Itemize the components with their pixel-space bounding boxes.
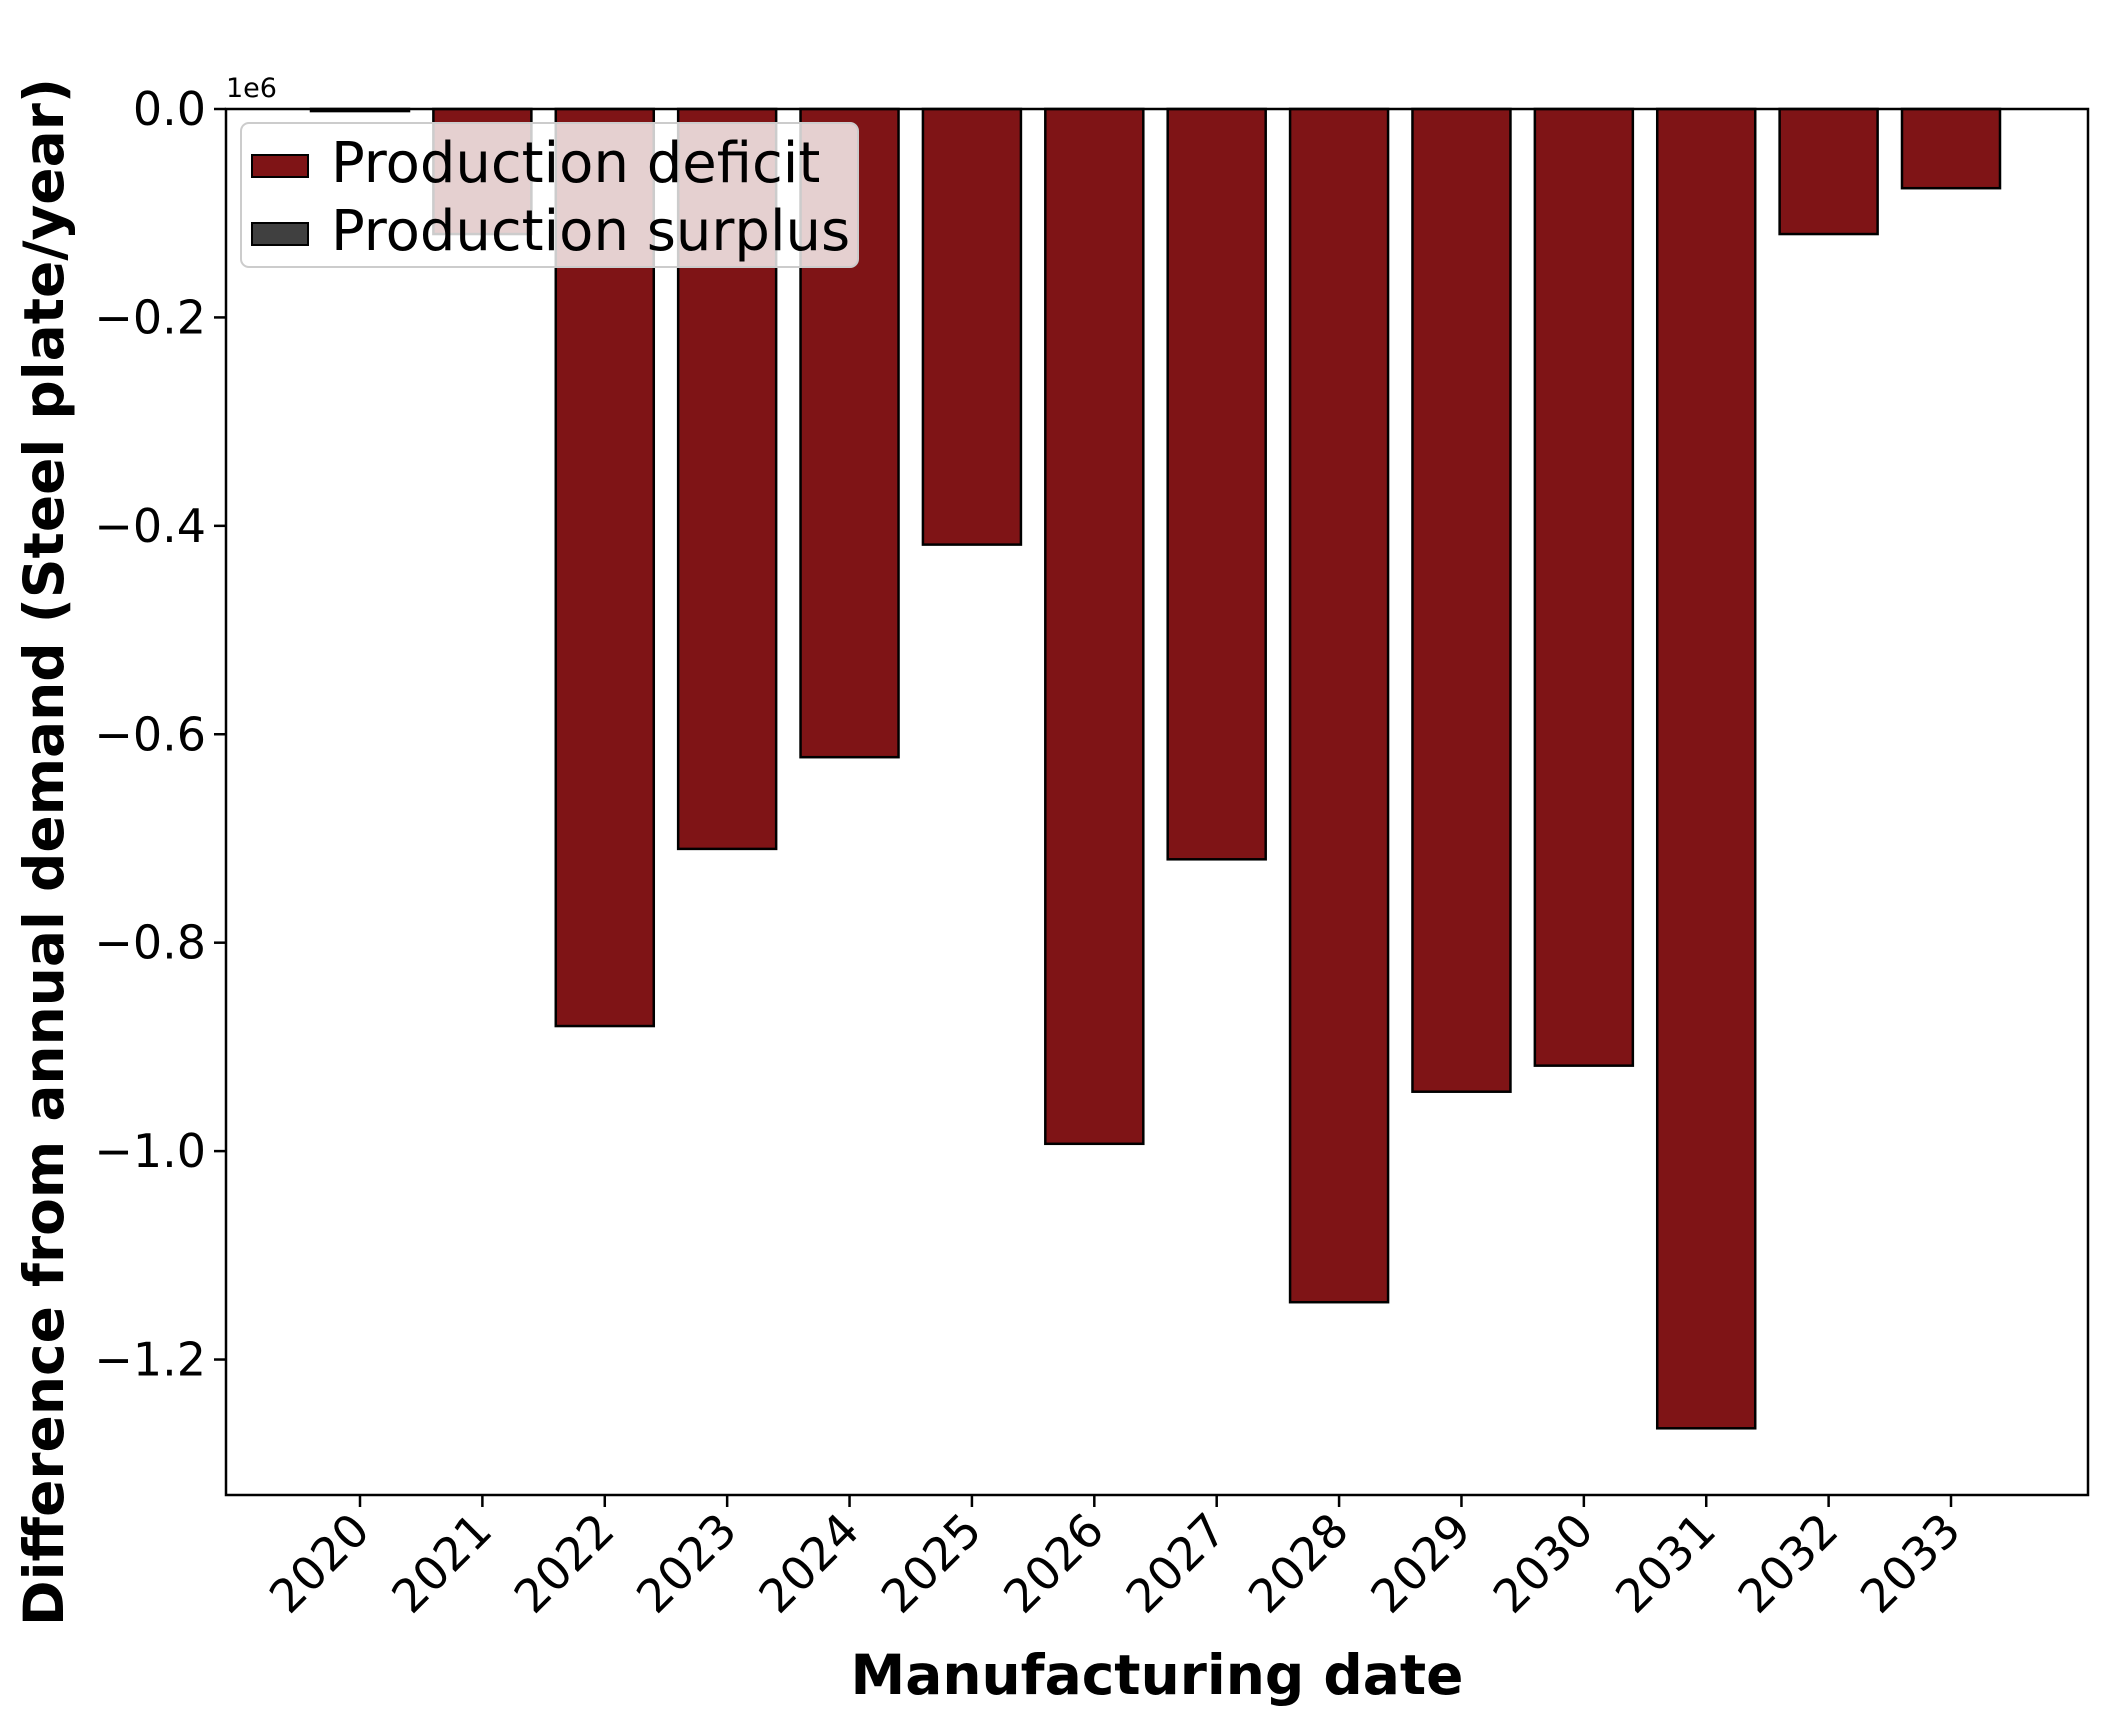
x-tick-label: 2023: [626, 1503, 747, 1624]
x-tick-label: 2033: [1850, 1503, 1971, 1624]
y-tick-label: −0.2: [94, 290, 206, 344]
x-tick-label: 2020: [259, 1503, 380, 1624]
x-tick-label: 2024: [748, 1503, 869, 1624]
y-tick-label: 0.0: [133, 82, 206, 136]
x-axis-title: Manufacturing date: [851, 1643, 1464, 1707]
x-tick-label: 2028: [1238, 1503, 1359, 1624]
legend-swatch-deficit: [251, 154, 309, 178]
y-axis-title: Difference from annual demand (Steel pla…: [12, 78, 76, 1626]
legend-label-surplus: Production surplus: [331, 199, 850, 264]
bar-2027-deficit: [1166, 107, 1267, 861]
x-tick-label: 2032: [1727, 1503, 1848, 1624]
y-offset-label: 1e6: [226, 73, 277, 104]
bars-layer: [309, 107, 2002, 1430]
x-tick-label: 2025: [871, 1503, 992, 1624]
legend-box: [240, 122, 859, 268]
bar-2029-deficit: [1411, 107, 1512, 1093]
y-tick-label: −1.0: [94, 1124, 206, 1178]
bar-2028-deficit: [1288, 107, 1390, 1304]
x-tick-label: 2031: [1605, 1503, 1726, 1624]
y-tick-label: −0.6: [94, 707, 206, 761]
bar-2030-deficit: [1533, 107, 1635, 1067]
y-tick-label: −0.4: [94, 499, 206, 553]
x-tick-label: 2021: [381, 1503, 502, 1624]
plot-frame: [224, 107, 2090, 1497]
x-axis: 2020 2021 2022 2023 2024 2025 2026 2027 2028 2029…: [259, 1495, 1971, 1624]
bar-2025-deficit: [921, 107, 1023, 546]
bar-2031-deficit: [1655, 107, 1757, 1430]
y-tick-label: −1.2: [94, 1333, 206, 1387]
bar-2026-deficit: [1044, 107, 1145, 1146]
legend-swatch-surplus: [251, 222, 309, 246]
x-tick-label: 2030: [1483, 1503, 1604, 1624]
y-tick-label: −0.8: [94, 916, 206, 970]
bar-2033-deficit: [1900, 107, 2002, 190]
legend-label-deficit: Production deficit: [331, 131, 820, 196]
y-axis: 0.0 −0.2 −0.4 −0.6 −0.8 −1.0 −1.2: [94, 82, 226, 1387]
bar-2032-deficit: [1778, 107, 1879, 236]
x-tick-label: 2027: [1115, 1503, 1236, 1624]
x-tick-label: 2029: [1360, 1503, 1481, 1624]
x-tick-label: 2022: [504, 1503, 625, 1624]
x-tick-label: 2026: [993, 1503, 1114, 1624]
